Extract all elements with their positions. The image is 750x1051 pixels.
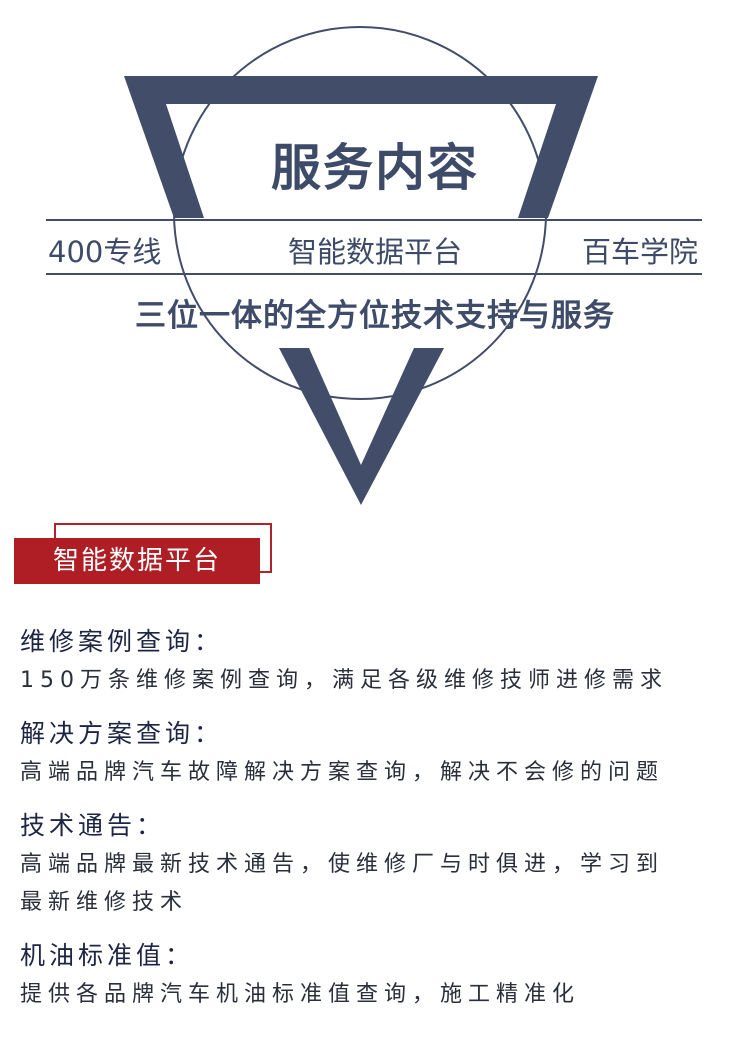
hero-circle: [173, 26, 547, 400]
feature-description: 最新维修技术: [20, 890, 189, 915]
triangle-top-shape: [124, 76, 598, 218]
feature-title: 技术通告：: [20, 811, 166, 840]
feature-item: 解决方案查询： 高端品牌汽车故障解决方案查询，解决不会修的问题: [20, 714, 735, 792]
feature-item: 机油标准值： 提供各品牌汽车机油标准值查询，施工精准化: [20, 936, 735, 1014]
hero-label-academy: 百车学院: [581, 235, 698, 269]
hero-banner: 服务内容 400专线 智能数据平台 百车学院 三位一体的全方位技术支持与服务: [0, 0, 750, 520]
feature-list: 维修案例查询： 150万条维修案例查询，满足各级维修技师进修需求 解决方案查询：…: [20, 622, 735, 1028]
feature-title: 机油标准值：: [20, 941, 195, 970]
feature-description: 高端品牌最新技术通告，使维修厂与时俱进，学习到: [20, 852, 665, 877]
triangle-bottom-shape: [279, 348, 444, 505]
badge-label: 智能数据平台: [14, 538, 260, 584]
hero-label-hotline: 400专线: [48, 235, 162, 269]
feature-item: 技术通告： 高端品牌最新技术通告，使维修厂与时俱进，学习到 最新维修技术: [20, 806, 735, 922]
hero-title: 服务内容: [271, 139, 479, 197]
feature-title: 解决方案查询：: [20, 719, 224, 748]
section-badge: 智能数据平台: [14, 523, 276, 587]
feature-description: 提供各品牌汽车机油标准值查询，施工精准化: [20, 982, 581, 1007]
hero-tagline: 三位一体的全方位技术支持与服务: [135, 298, 615, 334]
hero-label-platform: 智能数据平台: [287, 235, 462, 269]
feature-title: 维修案例查询：: [20, 627, 224, 656]
feature-item: 维修案例查询： 150万条维修案例查询，满足各级维修技师进修需求: [20, 622, 735, 700]
feature-description: 150万条维修案例查询，满足各级维修技师进修需求: [20, 668, 668, 693]
feature-description: 高端品牌汽车故障解决方案查询，解决不会修的问题: [20, 760, 665, 785]
hero-graphic: [46, 26, 702, 505]
